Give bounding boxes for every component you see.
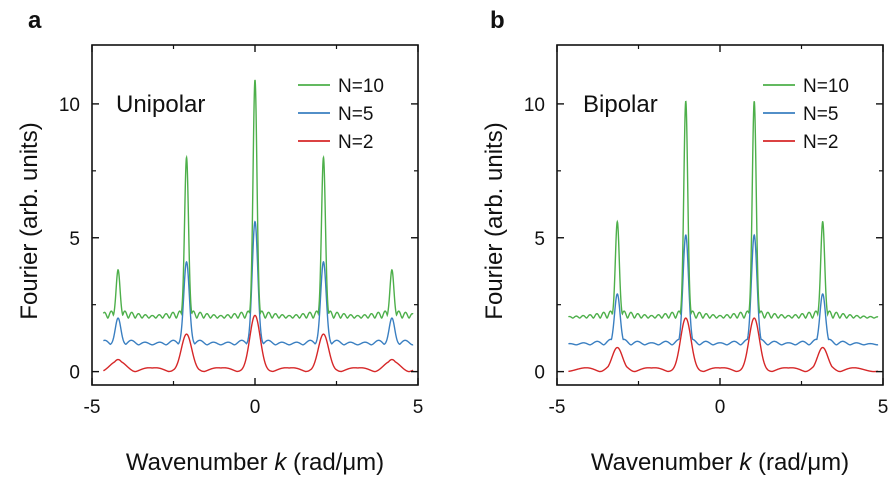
series-line — [568, 317, 879, 373]
x-tick-label: 0 — [250, 397, 261, 418]
legend-label: N=2 — [338, 132, 373, 153]
legend-label: N=10 — [803, 76, 849, 97]
x-axis-label: Wavenumber k (rad/μm) — [591, 449, 849, 476]
x-axis-label: Wavenumber k (rad/μm) — [126, 449, 384, 476]
legend-label: N=2 — [803, 132, 838, 153]
y-axis-label: Fourier (arb. units) — [481, 122, 508, 319]
legend: N=10 N=5 N=2 — [763, 76, 849, 153]
x-axis-label-var: k — [274, 449, 288, 476]
x-tick-label: -5 — [549, 397, 566, 418]
panel-annotation: Bipolar — [583, 91, 658, 118]
y-axis-label: Fourier (arb. units) — [16, 122, 43, 319]
x-axis-label-prefix: Wavenumber — [126, 449, 275, 476]
x-tick-label: -5 — [84, 397, 101, 418]
x-axis-label-var: k — [739, 449, 753, 476]
legend-label: N=5 — [338, 104, 373, 125]
series-line — [568, 100, 879, 320]
x-axis-label-suffix: (rad/μm) — [751, 449, 849, 476]
series-line — [102, 79, 414, 319]
y-tick-label: 10 — [59, 95, 80, 116]
series-line — [568, 233, 879, 346]
series-line — [103, 314, 414, 373]
legend-label: N=5 — [803, 104, 838, 125]
y-tick-label: 5 — [69, 229, 80, 250]
x-tick-label: 0 — [715, 397, 726, 418]
legend: N=10 N=5 N=2 — [298, 76, 384, 153]
x-axis-label-prefix: Wavenumber — [591, 449, 740, 476]
legend-label: N=10 — [338, 76, 384, 97]
panel-label: a — [28, 7, 42, 34]
y-tick-label: 5 — [534, 229, 545, 250]
panel-label: b — [490, 7, 505, 34]
x-axis-label-suffix: (rad/μm) — [286, 449, 384, 476]
x-tick-label: 5 — [413, 397, 424, 418]
y-tick-label: 10 — [524, 95, 545, 116]
y-tick-label: 0 — [534, 363, 545, 384]
x-tick-label: 5 — [878, 397, 889, 418]
panel-a: a Unipolar Fourier (arb. units) Wavenumb… — [16, 7, 423, 476]
panel-b: b Bipolar Fourier (arb. units) Wavenumbe… — [481, 7, 888, 476]
y-tick-label: 0 — [69, 363, 80, 384]
panel-annotation: Unipolar — [116, 91, 205, 118]
